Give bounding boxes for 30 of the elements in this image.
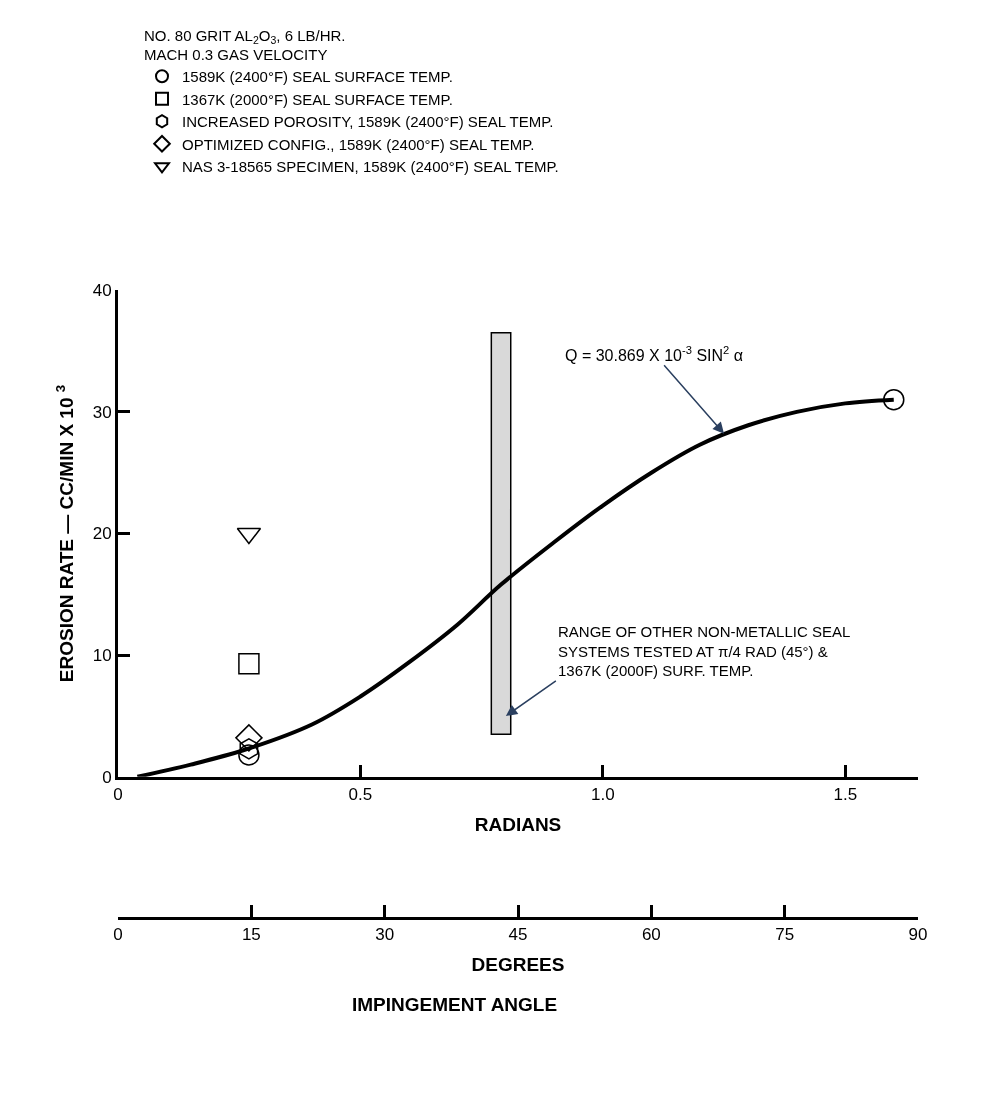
legend-label: NAS 3-18565 SPECIMEN, 1589K (2400°F) SEAL TEMP. [182,158,559,176]
x2-tick-label: 45 [508,925,528,945]
x-axis-title: RADIANS [474,813,562,835]
point [235,724,263,752]
x2-axis-title: DEGREES [471,953,565,975]
point [239,738,259,760]
legend-label: 1589K (2400°F) SEAL SURFACE TEMP. [182,68,453,86]
x-tick-label: 1.5 [833,785,858,805]
y-tick-label: 20 [92,524,112,544]
legend-title: NO. 80 GRIT AL$_{2}$O$_{3}$, 6 LB/HR. MACH 0.3 GAS VELOCITY [144,26,346,63]
legend-label: INCREASED POROSITY, 1589K (2400°F) SEAL TEMP. [182,113,554,131]
x2-tick-label: 15 [241,925,261,945]
annotation: Q = 30.869 X 10$^{-3}$ SIN$^{2}$ α [565,344,743,364]
text: IMPINGEMENT ANGLE [352,994,558,1015]
point [238,744,260,766]
x2-tick-label: 60 [641,925,661,945]
y-tick-label: 40 [92,281,112,301]
point [238,652,260,675]
y-tick-label: 0 [102,767,112,787]
y-tick-label: 10 [92,646,112,666]
x2-tick-label: 75 [775,925,795,945]
x-tick-label: 1.0 [591,785,615,805]
x2-tick-label: 90 [908,925,928,945]
y-tick-label: 30 [92,402,112,422]
x2-tick-label: 30 [375,925,395,945]
point [883,388,905,411]
legend-label: 1367K (2000°F) SEAL SURFACE TEMP. [182,90,453,108]
legend-label: OPTIMIZED CONFIG., 1589K (2400°F) SEAL TEMP. [182,135,535,153]
annotation: RANGE OF OTHER NON-METALLIC SEAL SYSTEMS TESTED AT π/4 RAD (45°) & 1367K (2000F) SURF. TEMP. [558,623,851,679]
x-tick-label: 0.5 [348,785,373,805]
